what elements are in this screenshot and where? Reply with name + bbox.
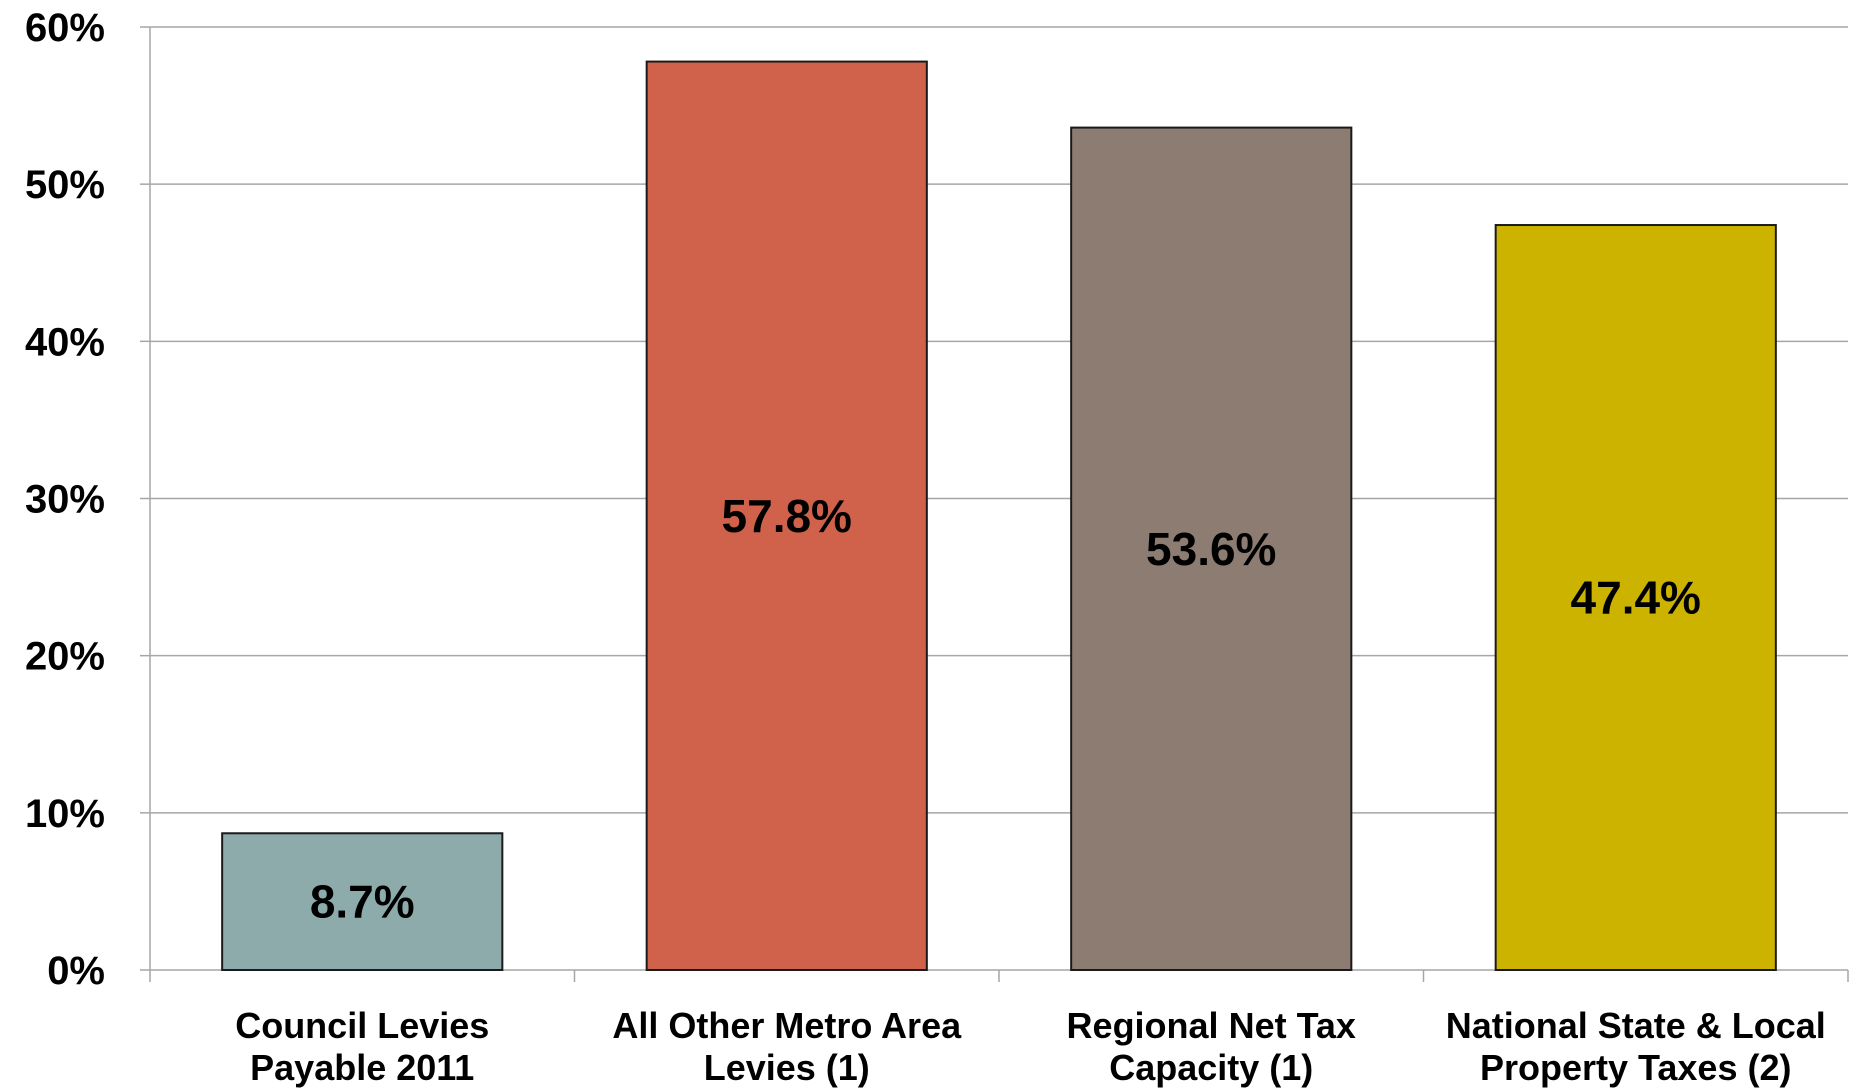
- bar-data-label: 53.6%: [1146, 523, 1276, 575]
- x-category-label: National State & Local: [1446, 1005, 1826, 1046]
- bar-data-label: 47.4%: [1571, 572, 1701, 624]
- bar: [645, 60, 928, 972]
- x-category-label: Levies (1): [704, 1047, 870, 1088]
- x-category-label: Capacity (1): [1109, 1047, 1313, 1088]
- labels: 0% 10% 20% 30% 40% 50% 60% 8.7% Council LeviesPa…: [25, 6, 1826, 1088]
- x-category-label: All Other Metro Area: [612, 1005, 962, 1046]
- bar: [221, 832, 504, 972]
- y-tick-label: 10%: [25, 792, 105, 836]
- bar: [1494, 224, 1777, 971]
- bar-data-label: 8.7%: [310, 876, 415, 928]
- y-tick-label: 30%: [25, 478, 105, 522]
- y-tick-label: 50%: [25, 163, 105, 207]
- bar-data-label: 57.8%: [722, 490, 852, 542]
- y-tick-label: 60%: [25, 6, 105, 50]
- x-category-label: Council Levies: [235, 1005, 489, 1046]
- x-category-label: Regional Net Tax: [1067, 1005, 1356, 1046]
- y-tick-label: 40%: [25, 320, 105, 364]
- y-tick-label: 0%: [47, 949, 105, 993]
- x-category-label: Property Taxes (2): [1480, 1047, 1791, 1088]
- bar: [1070, 126, 1353, 971]
- bars: [221, 60, 1777, 972]
- x-category-label: Payable 2011: [250, 1047, 474, 1088]
- y-tick-label: 20%: [25, 635, 105, 679]
